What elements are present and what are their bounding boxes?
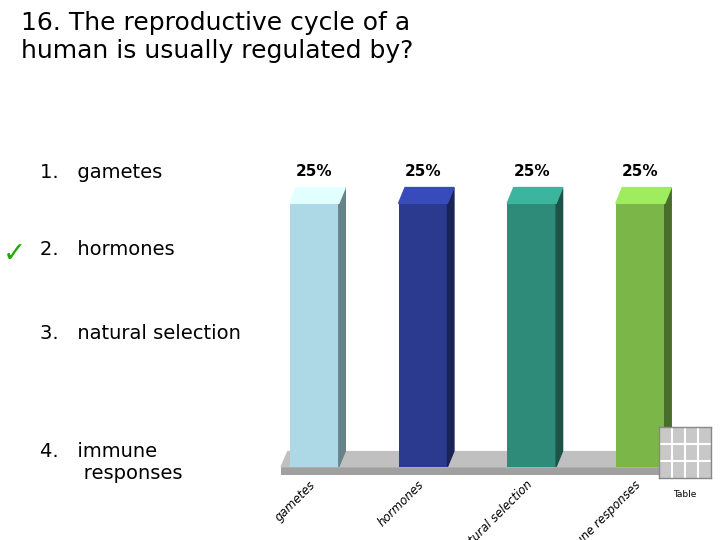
Text: 25%: 25%	[622, 164, 659, 179]
Polygon shape	[665, 187, 671, 467]
Bar	[399, 204, 447, 467]
Bar	[507, 204, 556, 467]
Polygon shape	[282, 451, 680, 467]
FancyBboxPatch shape	[282, 467, 680, 475]
Text: 25%: 25%	[513, 164, 550, 179]
Text: 25%: 25%	[296, 164, 333, 179]
Polygon shape	[290, 187, 346, 204]
Text: ✓: ✓	[3, 240, 26, 268]
Polygon shape	[507, 187, 562, 204]
Polygon shape	[447, 187, 454, 467]
Text: 16. The reproductive cycle of a
human is usually regulated by?: 16. The reproductive cycle of a human is…	[22, 11, 414, 63]
Polygon shape	[339, 187, 346, 467]
Polygon shape	[616, 187, 671, 204]
Text: 1.   gametes: 1. gametes	[40, 163, 163, 182]
Bar	[616, 204, 665, 467]
Text: 2.   hormones: 2. hormones	[40, 240, 175, 259]
Polygon shape	[399, 187, 454, 204]
Text: Table: Table	[673, 490, 696, 499]
Text: 3.   natural selection: 3. natural selection	[40, 325, 241, 343]
Text: 25%: 25%	[405, 164, 441, 179]
Text: 4.   immune
       responses: 4. immune responses	[40, 442, 183, 483]
Bar	[290, 204, 339, 467]
Polygon shape	[556, 187, 562, 467]
